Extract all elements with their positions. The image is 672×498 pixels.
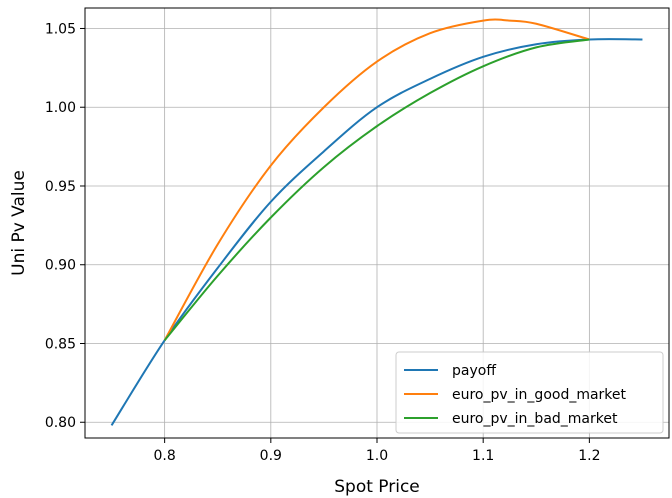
y-tick-label: 0.85 (45, 336, 76, 352)
x-tick-label: 0.9 (260, 448, 282, 464)
grid (85, 8, 669, 438)
legend-label-payoff: payoff (452, 363, 496, 379)
y-tick-label: 1.00 (45, 100, 76, 116)
series-line-euro-pv-in-bad-market (163, 38, 590, 341)
y-tick-label: 0.90 (45, 258, 76, 274)
legend: payoff euro_pv_in_good_market euro_pv_in… (395, 351, 664, 434)
x-tick-label: 1.0 (366, 448, 388, 464)
series-line-payoff (110, 38, 643, 426)
legend-label-good-market: euro_pv_in_good_market (452, 387, 627, 403)
series-line-euro-pv-in-good-market (163, 18, 590, 341)
y-tick-label: 0.95 (45, 179, 76, 195)
y-axis-ticks: 0.80 0.85 0.90 0.95 1.00 1.05 (45, 21, 85, 431)
x-tick-label: 0.8 (154, 448, 176, 464)
legend-label-bad-market: euro_pv_in_bad_market (452, 411, 618, 427)
x-tick-label: 1.1 (472, 448, 494, 464)
series-lines (110, 18, 643, 426)
x-tick-label: 1.2 (578, 448, 600, 464)
y-axis-label: Uni Pv Value (9, 170, 29, 276)
legend-box (395, 351, 664, 434)
y-tick-label: 1.05 (45, 21, 76, 37)
y-tick-label: 0.80 (45, 415, 76, 431)
x-axis-label: Spot Price (334, 477, 420, 497)
x-axis-ticks: 0.8 0.9 1.0 1.1 1.2 (154, 438, 600, 464)
